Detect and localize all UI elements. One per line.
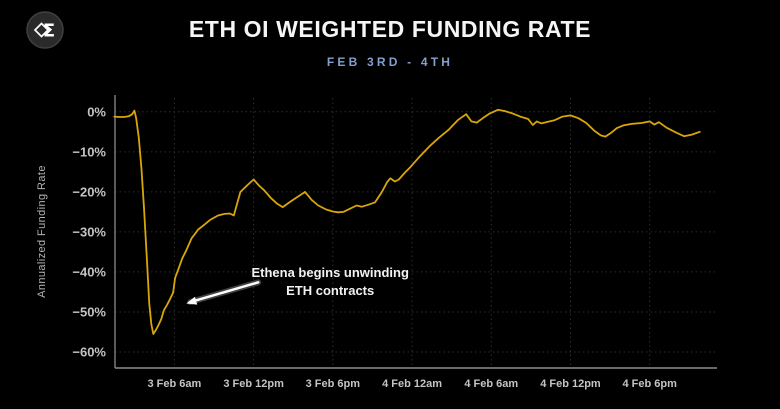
funding-rate-line: [113, 108, 701, 335]
svg-text:4 Feb 12pm: 4 Feb 12pm: [540, 378, 601, 390]
svg-text:−40%: −40%: [72, 264, 106, 279]
x-tick-labels: 3 Feb 6am 3 Feb 12pm 3 Feb 6pm 4 Feb 12am 4 …: [148, 378, 678, 390]
sigma-diamond-icon: Σ: [26, 11, 64, 49]
axis-spines: [114, 95, 717, 369]
annotation-arrowhead: [186, 296, 198, 305]
annotation-arrow: [189, 281, 260, 304]
annotation: Ethena begins unwinding ETH contracts: [186, 265, 409, 306]
sigma-glyph: Σ: [43, 21, 55, 42]
svg-text:−20%: −20%: [72, 184, 106, 199]
diamond-glyph: [33, 22, 50, 38]
x-gridlines: [173, 98, 651, 368]
chart-date-range: FEB 3RD - 4TH: [326, 55, 454, 69]
y-gridlines: [115, 111, 717, 353]
page-title: ETH OI WEIGHTED FUNDING RATE: [188, 16, 592, 42]
annotation-text-line: ETH contracts: [286, 283, 374, 298]
svg-text:3 Feb 6am: 3 Feb 6am: [148, 378, 202, 390]
svg-text:3 Feb 12pm: 3 Feb 12pm: [223, 378, 284, 390]
svg-text:−50%: −50%: [72, 304, 106, 319]
svg-text:3 Feb 6pm: 3 Feb 6pm: [306, 378, 361, 390]
brand-logo: Σ: [26, 11, 64, 49]
svg-text:4 Feb 6am: 4 Feb 6am: [464, 378, 518, 390]
annotation-text-line: Ethena begins unwinding: [251, 265, 409, 280]
y-tick-labels: 0% −10% −20% −30% −40% −50% −60%: [72, 104, 106, 359]
svg-text:4 Feb 6pm: 4 Feb 6pm: [622, 378, 677, 390]
svg-text:0%: 0%: [87, 104, 106, 119]
svg-text:4 Feb 12am: 4 Feb 12am: [382, 378, 442, 390]
series: [113, 108, 701, 335]
svg-text:−60%: −60%: [72, 344, 106, 359]
svg-text:−30%: −30%: [72, 224, 106, 239]
svg-text:−10%: −10%: [72, 144, 106, 159]
